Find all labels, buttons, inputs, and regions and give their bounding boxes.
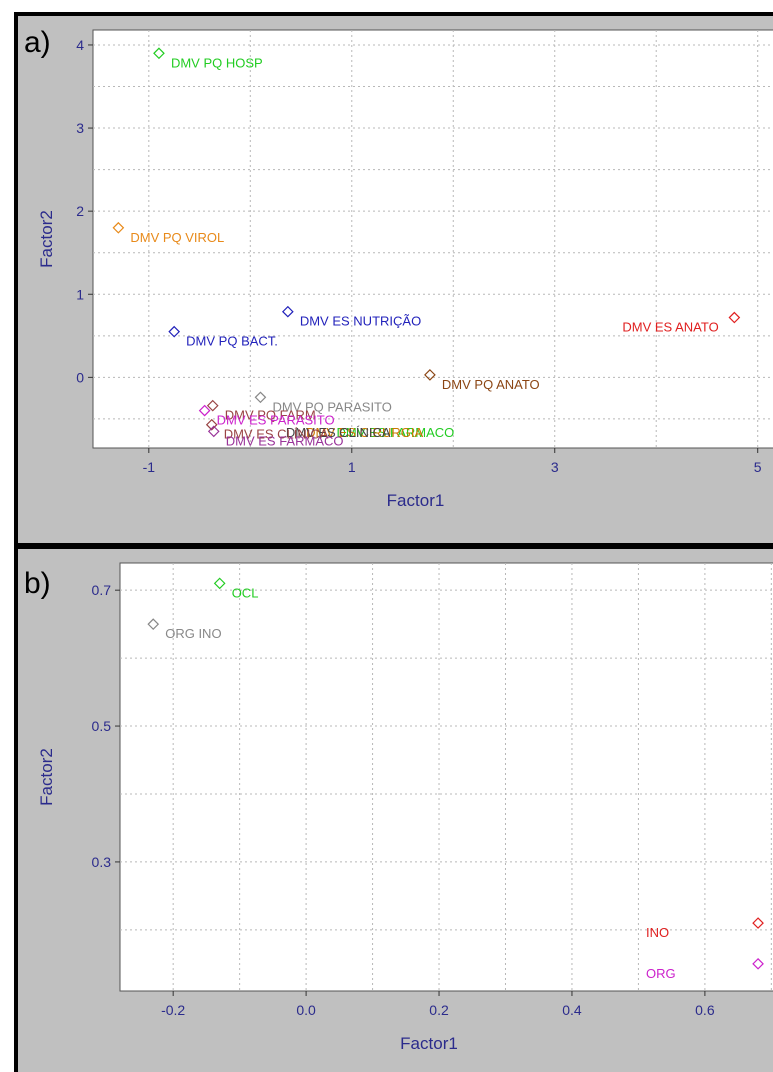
point-label: DMV PQ PARASITO bbox=[272, 399, 391, 414]
data-point-marker bbox=[728, 311, 741, 324]
data-point-marker bbox=[424, 369, 436, 381]
x-axis-title: Factor1 bbox=[387, 491, 445, 510]
point-label: DMV PQ ANATO bbox=[442, 377, 540, 392]
plot-area-b bbox=[119, 562, 773, 992]
x-tick-label: 0.2 bbox=[429, 1002, 449, 1018]
data-point-marker bbox=[206, 399, 219, 412]
data-point-marker bbox=[207, 425, 220, 438]
y-axis-title: Factor2 bbox=[37, 748, 56, 806]
point-label: DMV ES FARMACO bbox=[226, 433, 344, 448]
x-tick-label: 0.6 bbox=[695, 1002, 715, 1018]
y-tick-label: 0.5 bbox=[92, 718, 112, 734]
point-label: DMV ES CLÍNICA bbox=[286, 425, 391, 440]
point-label: ORG bbox=[646, 966, 676, 981]
data-point-marker bbox=[752, 917, 764, 929]
data-point-marker bbox=[281, 305, 294, 318]
point-label: DMV ES PARASITO bbox=[217, 413, 335, 428]
chart-panel-b: b) -0.2 0.0 0.2 0.4 0.6 0.3 0.5 0.7 Factor1 Facto… bbox=[14, 545, 773, 1072]
scatter-chart-b: -0.2 0.0 0.2 0.4 0.6 0.3 0.5 0.7 Factor1 Factor2 O… bbox=[37, 562, 773, 1053]
x-axis-title: Factor1 bbox=[400, 1034, 458, 1053]
x-tick-label: -1 bbox=[143, 459, 156, 475]
point-label: DMV ES CIRURGIA bbox=[306, 425, 423, 440]
point-label: DMV ES ANATO bbox=[622, 320, 718, 335]
point-label: DMV PQ FARM bbox=[225, 408, 316, 423]
y-tick-label: 4 bbox=[76, 37, 84, 53]
data-point-marker bbox=[198, 404, 211, 417]
y-tick-label: 1 bbox=[76, 286, 84, 302]
y-tick-label: 2 bbox=[76, 203, 84, 219]
data-point-marker bbox=[254, 391, 267, 404]
y-axis-title: Factor2 bbox=[37, 210, 56, 268]
data-point-marker bbox=[168, 325, 181, 338]
x-tick-label: 0.4 bbox=[562, 1002, 582, 1018]
point-label: ORG INO bbox=[165, 626, 221, 641]
point-label: DMV ES NUTRIÇÃO bbox=[300, 314, 421, 329]
chart-panel-a: a) -1 1 3 5 0 1 2 3 4 Factor1 Factor2 DMV ES FARMAC… bbox=[14, 12, 773, 547]
data-point-marker bbox=[205, 418, 218, 431]
data-point-marker bbox=[153, 47, 165, 60]
x-tick-label: 3 bbox=[551, 459, 559, 475]
x-tick-label: 1 bbox=[348, 459, 356, 475]
plot-area-a bbox=[92, 29, 773, 449]
data-point-marker bbox=[147, 618, 160, 630]
point-label: INO bbox=[646, 925, 669, 940]
data-point-marker bbox=[213, 577, 226, 590]
data-point-marker bbox=[112, 221, 125, 234]
y-tick-label: 0.3 bbox=[92, 854, 112, 870]
x-tick-label: 0.0 bbox=[296, 1002, 316, 1018]
y-tick-label: 0.7 bbox=[92, 582, 112, 598]
point-label: OCL bbox=[232, 585, 259, 600]
point-label: DMV ES CLÍNICA bbox=[224, 427, 329, 442]
point-label: DMV PQ BACT. bbox=[186, 334, 278, 349]
y-tick-label: 3 bbox=[76, 120, 84, 136]
x-tick-label: -0.2 bbox=[161, 1002, 185, 1018]
point-label: DMV PQ VIROL bbox=[130, 230, 224, 245]
point-label: DMV ES FARMACO bbox=[337, 425, 455, 440]
point-label: DMV PQ HOSP bbox=[171, 55, 263, 70]
x-tick-label: 5 bbox=[754, 459, 762, 475]
data-point-marker bbox=[752, 957, 764, 970]
panel-label-a: a) bbox=[24, 26, 51, 59]
panel-label-b: b) bbox=[24, 567, 51, 600]
y-tick-label: 0 bbox=[76, 369, 84, 385]
